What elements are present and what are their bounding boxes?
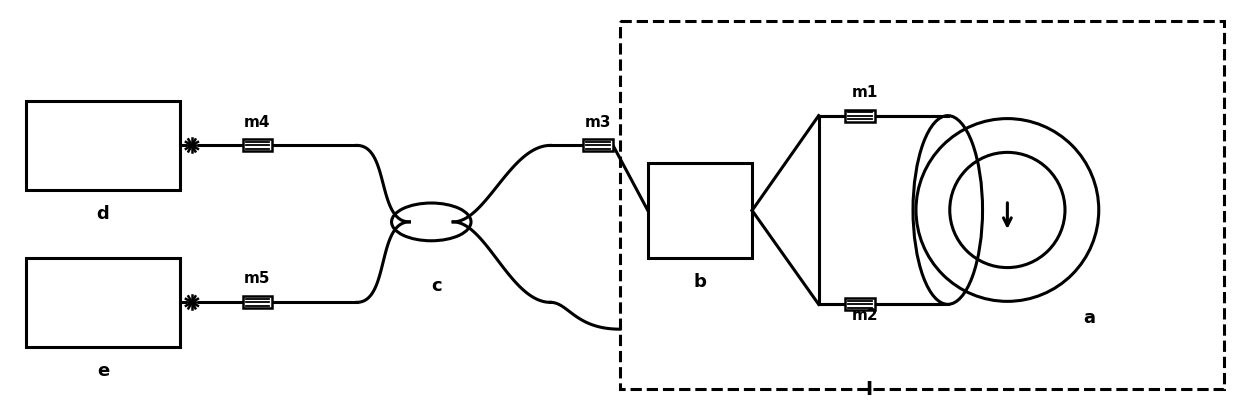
- Text: e: e: [97, 362, 109, 380]
- Text: m2: m2: [852, 309, 879, 323]
- Bar: [846, 110, 875, 121]
- Text: b: b: [693, 273, 707, 291]
- Bar: [26, 258, 180, 347]
- Bar: [647, 163, 753, 258]
- Text: c: c: [432, 277, 441, 294]
- Text: m5: m5: [244, 271, 270, 287]
- Bar: [243, 140, 273, 152]
- Bar: [583, 140, 613, 152]
- Text: a: a: [1083, 309, 1095, 328]
- Text: m3: m3: [585, 114, 611, 130]
- Text: d: d: [97, 205, 109, 223]
- Text: m1: m1: [852, 85, 878, 100]
- Bar: [846, 298, 875, 310]
- Text: m4: m4: [244, 114, 270, 130]
- Text: I: I: [864, 380, 872, 399]
- Bar: [620, 21, 1224, 389]
- Bar: [26, 101, 180, 190]
- Bar: [243, 297, 273, 309]
